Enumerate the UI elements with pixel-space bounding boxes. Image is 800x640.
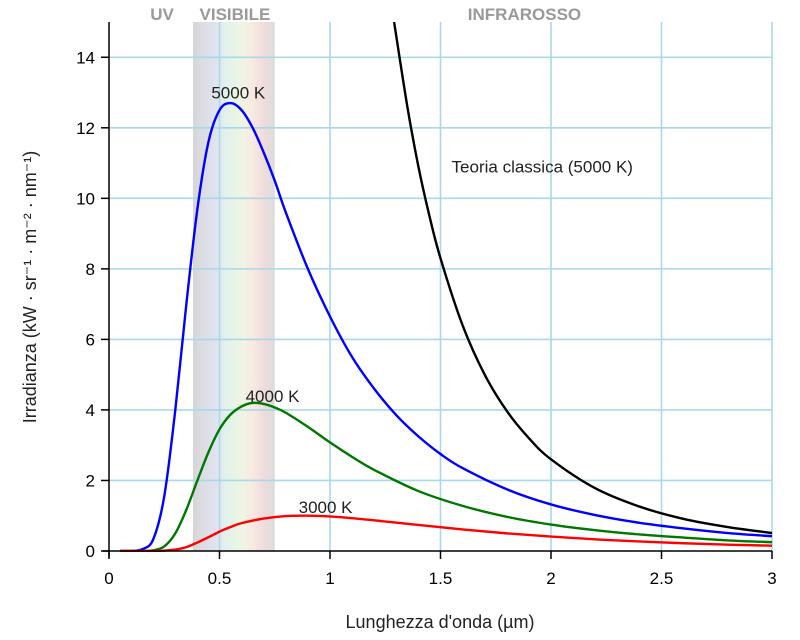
y-tick-label: 12 bbox=[76, 119, 95, 138]
y-tick-label: 4 bbox=[86, 401, 95, 420]
curve-label-classical: Teoria classica (5000 K) bbox=[452, 158, 633, 177]
visible-band bbox=[192, 22, 275, 551]
curve-4000k bbox=[120, 401, 772, 552]
curve-label-5000k: 5000 K bbox=[211, 84, 266, 103]
curve-5000k bbox=[120, 101, 772, 552]
x-tick-label: 1 bbox=[325, 569, 334, 588]
y-tick-label: 2 bbox=[86, 471, 95, 490]
y-tick-label: 10 bbox=[76, 189, 95, 208]
region-label-visible: VISIBILE bbox=[200, 5, 271, 24]
curves bbox=[120, 22, 772, 552]
curve-label-4000k: 4000 K bbox=[246, 387, 301, 406]
x-tick-label: 0 bbox=[104, 569, 113, 588]
x-axis-title: Lunghezza d'onda (µm) bbox=[346, 612, 535, 632]
y-tick-label: 14 bbox=[76, 48, 95, 67]
x-tick-label: 2.5 bbox=[650, 569, 674, 588]
x-tick-label: 0.5 bbox=[208, 569, 232, 588]
y-tick-label: 8 bbox=[86, 260, 95, 279]
x-tick-label: 2 bbox=[546, 569, 555, 588]
grid bbox=[109, 22, 773, 551]
y-axis-title: Irradianza (kW · sr⁻¹ · m⁻² · nm⁻¹) bbox=[20, 151, 40, 424]
region-label-uv: UV bbox=[150, 5, 174, 24]
x-tick-label: 1.5 bbox=[429, 569, 453, 588]
axes bbox=[101, 22, 773, 559]
curve-label-3000k: 3000 K bbox=[299, 498, 354, 517]
y-tick-label: 0 bbox=[86, 542, 95, 561]
x-tick-label: 3 bbox=[767, 569, 776, 588]
tick-labels: 0 0.5 1 1.5 2 2.5 3 0 2 4 6 8 10 12 14 bbox=[76, 48, 777, 588]
y-tick-label: 6 bbox=[86, 330, 95, 349]
curve-3000k bbox=[120, 514, 772, 552]
region-label-infrared: INFRAROSSO bbox=[468, 5, 581, 24]
curve-classical-theory bbox=[392, 22, 772, 535]
